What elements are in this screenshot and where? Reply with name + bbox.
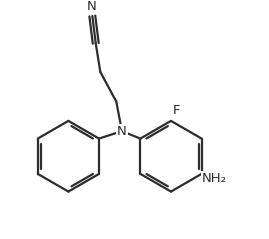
Text: N: N [86,0,96,13]
Text: F: F [173,104,180,117]
Text: N: N [117,125,127,138]
Text: NH₂: NH₂ [202,172,226,185]
